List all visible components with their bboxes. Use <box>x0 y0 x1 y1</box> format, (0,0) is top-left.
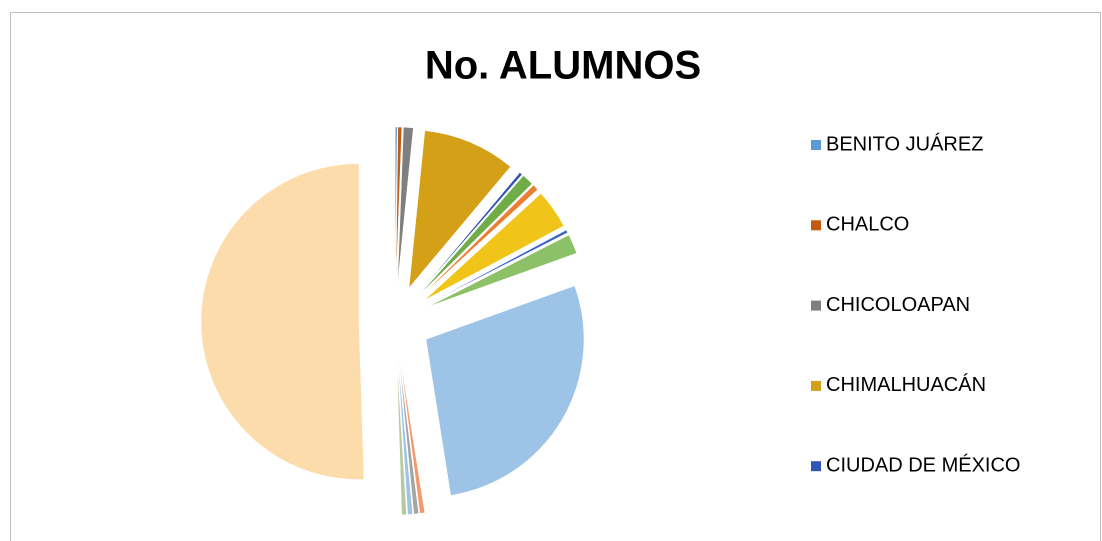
pie-slice <box>408 130 511 289</box>
chart-title: No. ALUMNOS <box>425 44 701 88</box>
legend-label: CHICOLOAPAN <box>826 294 970 316</box>
legend-marker <box>811 461 821 472</box>
pie-slice <box>426 229 569 305</box>
pie-slice <box>419 175 533 295</box>
legend-marker <box>811 300 821 311</box>
pie-slice <box>424 193 565 301</box>
pie-slice <box>398 356 420 515</box>
pie-slice <box>396 356 407 516</box>
pie-slice <box>399 356 426 514</box>
legend-label: CHIMALHUACÁN <box>826 373 986 396</box>
legend-marker <box>811 220 821 231</box>
legend-marker <box>811 380 821 391</box>
pie-slice <box>397 126 414 286</box>
legend-label: BENITO JUÁREZ <box>826 132 983 155</box>
pie-slice <box>425 285 585 496</box>
pie-slice <box>418 172 523 294</box>
pie-slice <box>394 126 398 286</box>
pie-slice <box>200 163 365 480</box>
pie-slice <box>397 356 413 515</box>
legend-label: CHALCO <box>826 214 909 236</box>
legend-label: CIUDAD DE MÉXICO <box>826 453 1020 476</box>
chart-border <box>10 12 1101 541</box>
legend-marker <box>811 140 821 150</box>
pie-slice <box>395 126 403 286</box>
pie-slice <box>420 184 538 297</box>
pie-slice <box>427 234 578 307</box>
